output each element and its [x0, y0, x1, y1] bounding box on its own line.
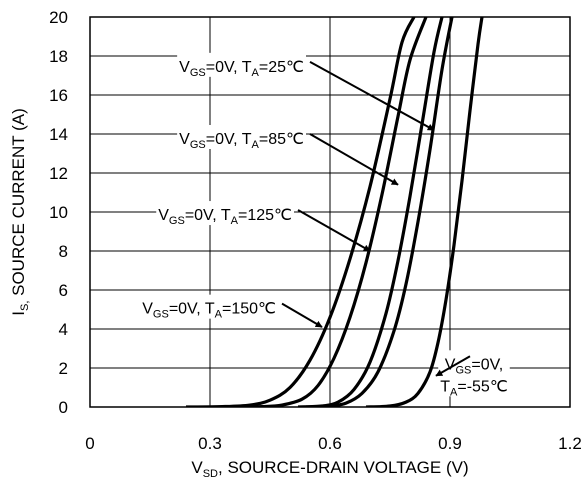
annotation-arrow — [309, 133, 399, 186]
series-line-3 — [297, 17, 444, 407]
annotation-arrow — [297, 209, 371, 252]
annotation-backing — [140, 294, 278, 319]
series-line-4 — [305, 17, 454, 407]
series-line-2 — [233, 17, 428, 407]
plot-frame — [89, 16, 571, 408]
y-axis-title: IS, SOURCE CURRENT (A) — [9, 108, 31, 316]
annotation-label: VGS=0V, TA=150℃ — [142, 301, 276, 321]
annotation-backing — [156, 201, 294, 226]
y-tick-label: 4 — [59, 320, 68, 339]
annotation-label: VGS=0V, TA=25℃ — [179, 59, 304, 79]
y-tick-label: 10 — [49, 203, 68, 222]
y-tick-label: 2 — [59, 359, 68, 378]
x-tick-label: 0.3 — [198, 434, 222, 453]
x-tick-label: 1.2 — [558, 434, 582, 453]
annotation-arrow — [309, 60, 435, 131]
x-tick-label: 0.6 — [318, 434, 342, 453]
y-tick-label: 0 — [59, 398, 68, 417]
annotation-label: TA=-55℃ — [440, 378, 508, 398]
y-tick-label: 14 — [49, 125, 68, 144]
annotation-label: VGS=0V, TA=125℃ — [158, 207, 292, 227]
annotation-4: VGS=0V, TA=150℃ — [140, 294, 323, 328]
y-tick-label: 8 — [59, 242, 68, 261]
x-tick-labels: 0 0.3 0.6 0.9 1.2 — [85, 434, 582, 453]
y-tick-label: 18 — [49, 47, 68, 66]
annotation-arrow — [281, 302, 323, 328]
x-axis-title: VSD, SOURCE-DRAIN VOLTAGE (V) — [191, 458, 468, 480]
annotation-label: VGS=0V, TA=85℃ — [179, 131, 304, 151]
series-line-1 — [185, 17, 416, 407]
x-tick-label: 0 — [85, 434, 94, 453]
y-tick-label: 12 — [49, 164, 68, 183]
annotation-arrow — [435, 355, 471, 377]
annotation-backing — [438, 350, 510, 397]
series-layer — [185, 17, 484, 407]
annotation-1: VGS=0V, TA=25℃ — [177, 52, 435, 131]
y-tick-labels: 0 2 4 6 8 10 12 14 16 18 20 — [49, 8, 68, 417]
series-line-5 — [365, 17, 484, 407]
annotation-5: VGS=0V,TA=-55℃ — [435, 350, 510, 398]
y-tick-label: 20 — [49, 8, 68, 27]
x-tick-label: 0.9 — [438, 434, 462, 453]
annotation-backing — [177, 52, 306, 77]
y-tick-label: 6 — [59, 281, 68, 300]
annotation-2: VGS=0V, TA=85℃ — [177, 125, 399, 186]
annotation-3: VGS=0V, TA=125℃ — [156, 201, 371, 252]
annotation-label: VGS=0V, — [445, 356, 503, 376]
annotation-backing — [177, 125, 306, 149]
y-tick-label: 16 — [49, 86, 68, 105]
annotations: VGS=0V, TA=25℃ VGS=0V, TA=85℃ VGS=0V, TA=1… — [140, 52, 510, 398]
